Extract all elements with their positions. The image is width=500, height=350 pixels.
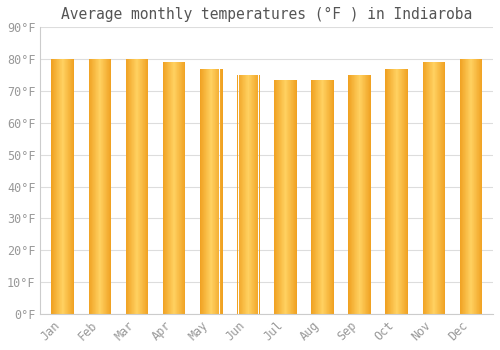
Bar (348, 75, 370, 314)
Bar (126, 59, 148, 314)
Title: Average monthly temperatures (°F ) in Indiaroba: Average monthly temperatures (°F ) in In… (61, 7, 472, 22)
Bar (386, 69, 407, 314)
Bar (200, 69, 222, 314)
Bar (460, 59, 482, 314)
Bar (88, 59, 111, 314)
Bar (237, 75, 260, 314)
Bar (52, 59, 74, 314)
Bar (163, 62, 185, 314)
Bar (274, 80, 296, 314)
Bar (422, 62, 445, 314)
Bar (311, 80, 334, 314)
